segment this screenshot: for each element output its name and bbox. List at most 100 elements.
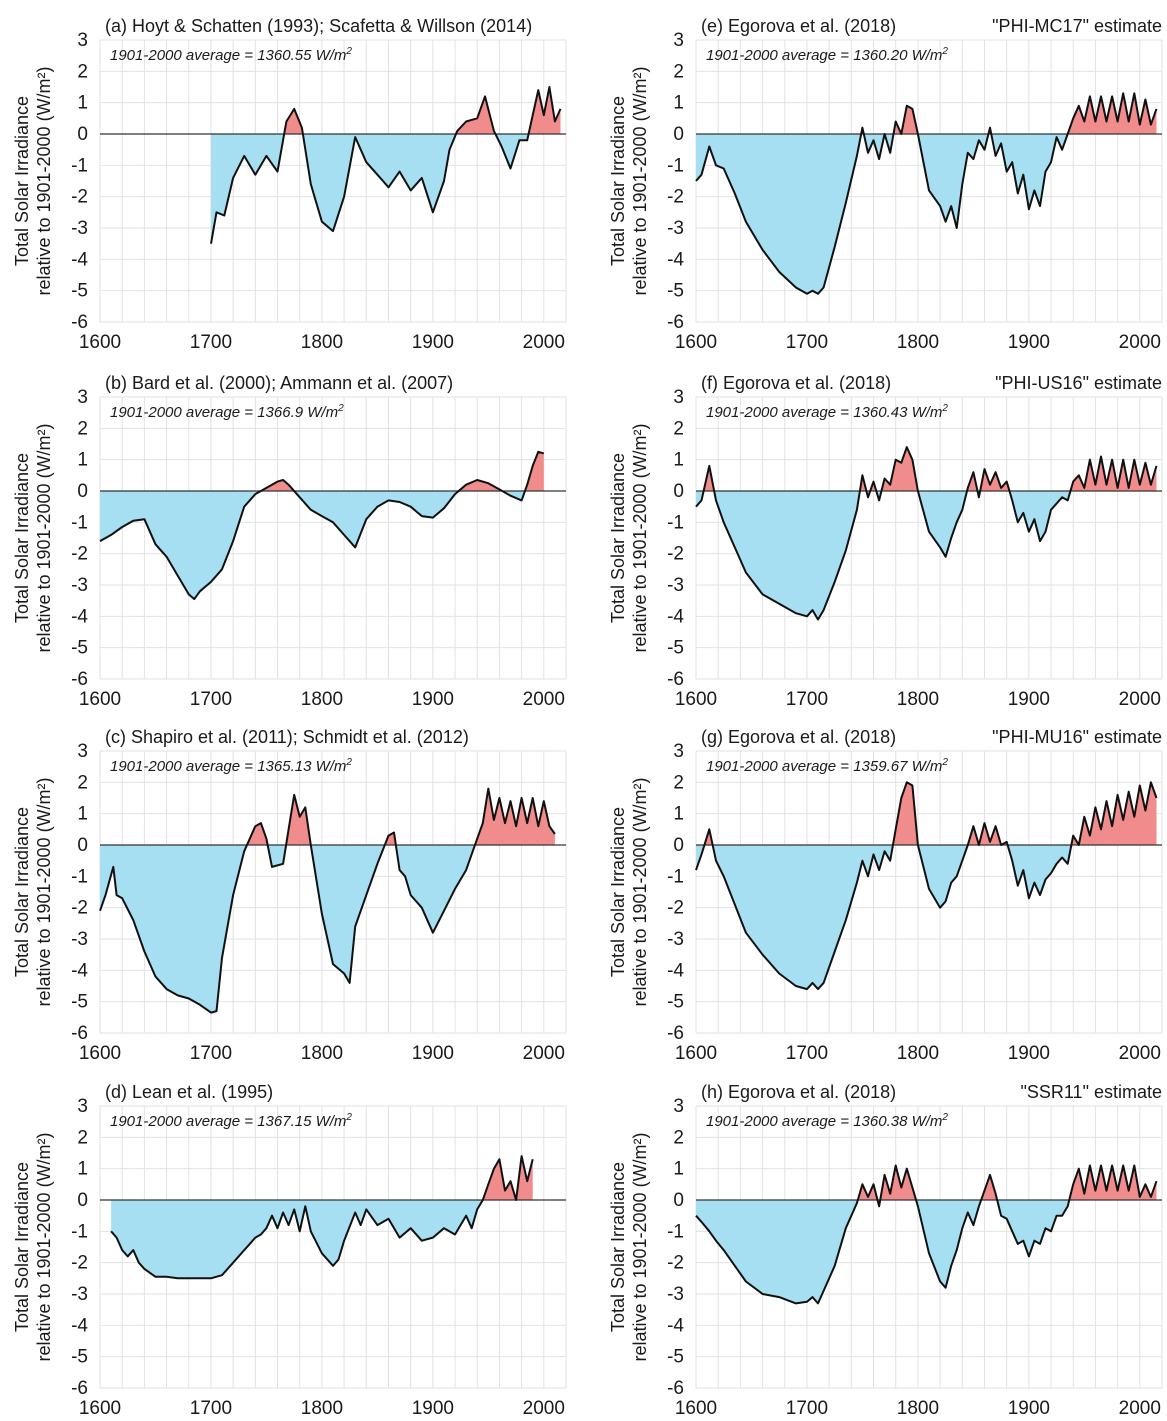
area-below-average: [696, 491, 1157, 620]
area-below-average: [100, 845, 555, 1013]
y-tick-label: -5: [71, 281, 88, 302]
y-tick-label: -3: [71, 1284, 88, 1305]
y-tick-label: -4: [667, 1315, 684, 1336]
x-tick-label: 1800: [897, 1398, 939, 1419]
estimate-label: "PHI-MC17" estimate: [992, 16, 1162, 36]
estimate-label: "SSR11" estimate: [1020, 1082, 1162, 1102]
x-tick-label: 2000: [523, 1398, 565, 1419]
panel-title: (b) Bard et al. (2000); Ammann et al. (2…: [105, 373, 453, 393]
gridlines: [695, 750, 1163, 1034]
x-tick-label: 2000: [1119, 1043, 1161, 1064]
y-tick-label: -1: [71, 1221, 88, 1242]
area-above-average: [111, 1156, 533, 1200]
y-tick-label: -6: [71, 1023, 88, 1044]
y-tick-label: 2: [77, 61, 88, 82]
y-tick-label: -1: [667, 1221, 684, 1242]
y-tick-label: -4: [71, 1315, 88, 1336]
y-tick-label: -1: [667, 512, 684, 533]
x-tick-label: 2000: [1119, 332, 1161, 353]
area-above-average: [696, 93, 1157, 134]
y-tick-label: 2: [77, 1127, 88, 1148]
average-annotation: 1901-2000 average = 1360.55 W/m2: [110, 46, 352, 64]
x-tick-label: 1800: [301, 689, 343, 710]
y-tick-label: -2: [71, 187, 88, 208]
y-tick-label: -1: [71, 512, 88, 533]
y-tick-label: -5: [71, 1347, 88, 1368]
panel-title: (g) Egorova et al. (2018): [701, 727, 896, 747]
y-tick-label: -2: [667, 1253, 684, 1274]
y-axis-label: Total Solar Irradiance relative to 1901-2…: [12, 777, 54, 1006]
x-tick-label: 1700: [786, 332, 828, 353]
y-axis-label: Total Solar Irradiance relative to 1901-2…: [608, 66, 650, 295]
panel-title: (f) Egorova et al. (2018): [701, 373, 891, 393]
panel-title: (h) Egorova et al. (2018): [701, 1082, 896, 1102]
x-tick-label: 1600: [675, 1043, 717, 1064]
x-tick-label: 1900: [1008, 1398, 1050, 1419]
y-tick-label: 2: [673, 1127, 684, 1148]
x-tick-label: 1900: [412, 1043, 454, 1064]
y-tick-label: -5: [667, 1347, 684, 1368]
y-tick-label: 1: [673, 804, 684, 825]
y-tick-label: 2: [673, 61, 684, 82]
area-above-average: [211, 87, 561, 134]
y-axis-label: Total Solar Irradiance relative to 1901-2…: [12, 1132, 54, 1361]
y-axis-label: Total Solar Irradiance relative to 1901-2…: [608, 423, 650, 652]
area-above-average: [100, 788, 555, 845]
y-tick-label: 1: [673, 450, 684, 471]
x-tick-label: 1700: [190, 332, 232, 353]
average-annotation: 1901-2000 average = 1365.13 W/m2: [110, 757, 352, 775]
y-tick-label: -6: [667, 1023, 684, 1044]
y-tick-label: -1: [667, 155, 684, 176]
tsi-series-line: [695, 92, 1158, 295]
y-tick-label: -6: [71, 669, 88, 690]
x-tick-label: 1700: [190, 689, 232, 710]
y-tick-label: -6: [667, 312, 684, 333]
x-tick-label: 1900: [1008, 332, 1050, 353]
area-below-average: [696, 134, 1157, 294]
x-tick-label: 1700: [786, 1398, 828, 1419]
y-tick-label: 0: [673, 124, 684, 145]
y-tick-label: -6: [71, 1378, 88, 1399]
area-above-average: [696, 1165, 1157, 1200]
x-tick-label: 1600: [675, 1398, 717, 1419]
y-tick-label: -3: [667, 929, 684, 950]
x-tick-label: 1600: [675, 689, 717, 710]
x-tick-label: 1900: [1008, 689, 1050, 710]
x-tick-label: 1600: [79, 1043, 121, 1064]
y-tick-label: 1: [77, 93, 88, 114]
y-tick-label: 3: [77, 387, 88, 408]
y-tick-label: -2: [71, 898, 88, 919]
y-tick-label: -6: [667, 669, 684, 690]
y-tick-label: 0: [77, 124, 88, 145]
average-annotation: 1901-2000 average = 1367.15 W/m2: [110, 1112, 352, 1130]
area-below-average: [100, 491, 544, 600]
y-tick-label: 1: [77, 1159, 88, 1180]
y-tick-label: 3: [77, 1096, 88, 1117]
x-tick-label: 1800: [897, 332, 939, 353]
x-tick-label: 1600: [79, 1398, 121, 1419]
y-tick-label: -5: [71, 638, 88, 659]
x-tick-label: 1800: [897, 689, 939, 710]
tsi-series-line: [99, 787, 556, 1014]
y-tick-label: -2: [667, 187, 684, 208]
y-tick-label: -1: [71, 155, 88, 176]
y-tick-label: -5: [667, 281, 684, 302]
area-above-average: [696, 447, 1157, 491]
y-tick-label: -2: [667, 544, 684, 565]
x-tick-label: 2000: [1119, 1398, 1161, 1419]
y-tick-label: 1: [673, 93, 684, 114]
x-tick-label: 2000: [1119, 689, 1161, 710]
y-tick-label: 3: [673, 741, 684, 762]
tsi-series-line: [695, 446, 1158, 621]
y-tick-label: 3: [673, 1096, 684, 1117]
x-tick-label: 1700: [190, 1043, 232, 1064]
y-tick-label: 0: [77, 481, 88, 502]
y-tick-label: 3: [77, 30, 88, 51]
average-annotation: 1901-2000 average = 1360.20 W/m2: [706, 46, 948, 64]
